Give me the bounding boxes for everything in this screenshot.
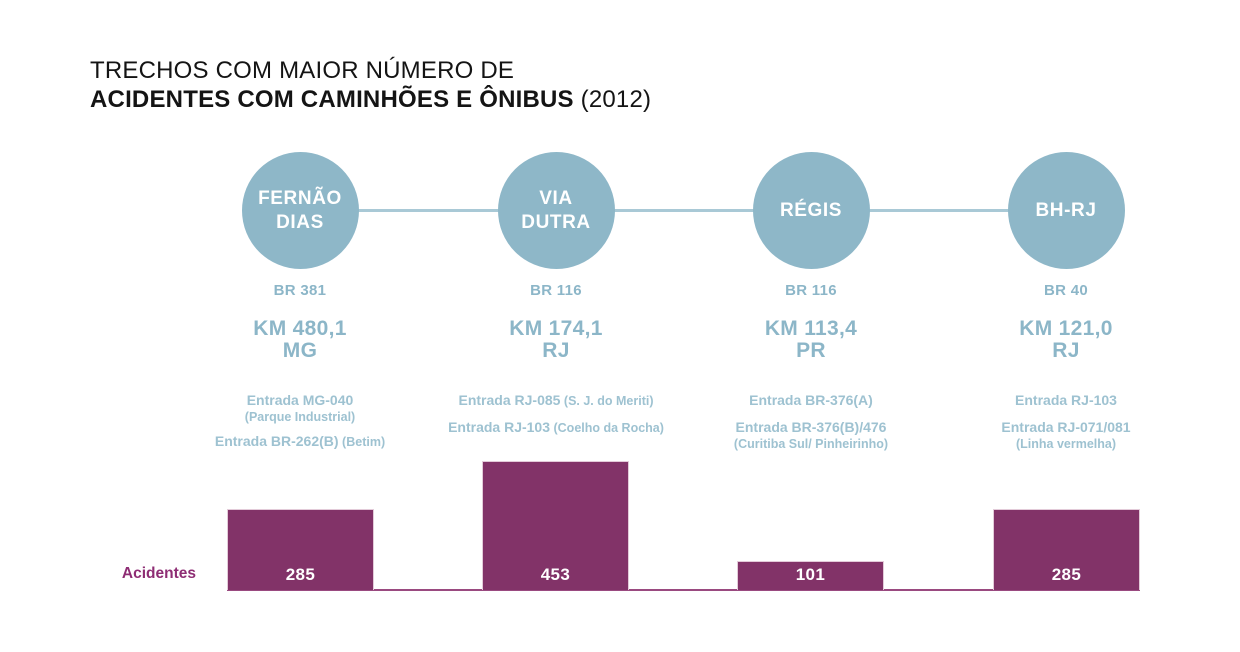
road-number: BR 381 [273,282,327,299]
entrance-item: Entrada RJ-085 (S. J. do Meriti) [458,392,654,408]
state-code: RJ [1052,339,1080,362]
km-state: KM 174,1 RJ [436,318,676,362]
bar-value-label: 453 [540,565,571,584]
road-number: BR 116 [785,282,837,299]
title-year: (2012) [573,86,652,113]
highway-circle: BH-RJ [1007,152,1125,269]
bar-value-label: 285 [1051,565,1082,584]
entrance-item: Entrada BR-376(B)/476 (Curitiba Sul/ Pinh… [733,418,889,451]
bar-bh-rj: 285 [993,509,1140,590]
title-line-1: TRECHOS COM MAIOR NÚMERO DE [90,57,515,84]
road-number: BR 116 [530,282,582,299]
entrance-item: Entrada RJ-103 [1015,392,1117,408]
title-line-2: ACIDENTES COM CAMINHÕES E ÔNIBUS (2012) [90,85,651,114]
bar-value-label: 101 [795,565,826,584]
entrances-list: Entrada MG-040 (Parque Industrial) Entrad… [180,392,420,451]
highway-name: FERNÃO DIAS [258,187,342,233]
entrance-item: Entrada BR-262(B) (Betim) [214,432,386,449]
highway-name: BH-RJ [1035,199,1097,221]
road-number: BR 40 [1043,282,1089,299]
title-line-2-bold: ACIDENTES COM CAMINHÕES E ÔNIBUS [90,86,574,113]
bar-fernao-dias: 285 [227,509,374,590]
entrance-item: Entrada RJ-071/081 (Linha vermelha) [1001,418,1131,451]
entrances-list: Entrada RJ-103 Entrada RJ-071/081 (Linha … [946,392,1186,451]
km-state: KM 480,1 MG [180,318,420,362]
highway-circle: FERNÃO DIAS [241,152,359,269]
km-value: KM 480,1 [253,317,347,340]
column-fernao-dias: FERNÃO DIAS BR 381 KM 480,1 MG Entrada M… [180,152,420,460]
state-code: PR [796,339,826,362]
column-regis: RÉGIS BR 116 KM 113,4 PR Entrada BR-376(… [691,152,931,460]
chart-baseline [227,589,1140,591]
highway-name: RÉGIS [779,199,843,221]
state-code: RJ [542,339,570,362]
km-state: KM 113,4 PR [691,318,931,362]
km-value: KM 113,4 [764,317,858,340]
entrance-item: Entrada BR-376(A) [749,392,873,408]
highway-name: VIA DUTRA [521,187,591,233]
bar-value-label: 285 [285,565,316,584]
state-code: MG [282,339,318,362]
timeline-connector-line [300,209,1066,212]
highway-circle: VIA DUTRA [497,152,615,269]
bar-regis: 101 [737,561,884,590]
column-via-dutra: VIA DUTRA BR 116 KM 174,1 RJ Entrada RJ-… [436,152,676,446]
entrances-list: Entrada BR-376(A) Entrada BR-376(B)/476(… [691,392,931,451]
km-state: KM 121,0 RJ [946,318,1186,362]
column-bh-rj: BH-RJ BR 40 KM 121,0 RJ Entrada RJ-103 E… [946,152,1186,460]
entrance-item: Entrada MG-040 (Parque Industrial) [244,392,356,424]
km-value: KM 121,0 [1019,317,1113,340]
page-title: TRECHOS COM MAIOR NÚMERO DE ACIDENTES CO… [90,56,651,114]
entrances-list: Entrada RJ-085 (S. J. do Meriti) Entrada… [436,392,676,437]
km-value: KM 174,1 [509,317,603,340]
highway-circle: RÉGIS [752,152,870,269]
y-axis-label: Acidentes [121,565,196,582]
entrance-item: Entrada RJ-103 (Coelho da Rocha) [448,418,664,435]
bar-via-dutra: 453 [482,461,629,590]
